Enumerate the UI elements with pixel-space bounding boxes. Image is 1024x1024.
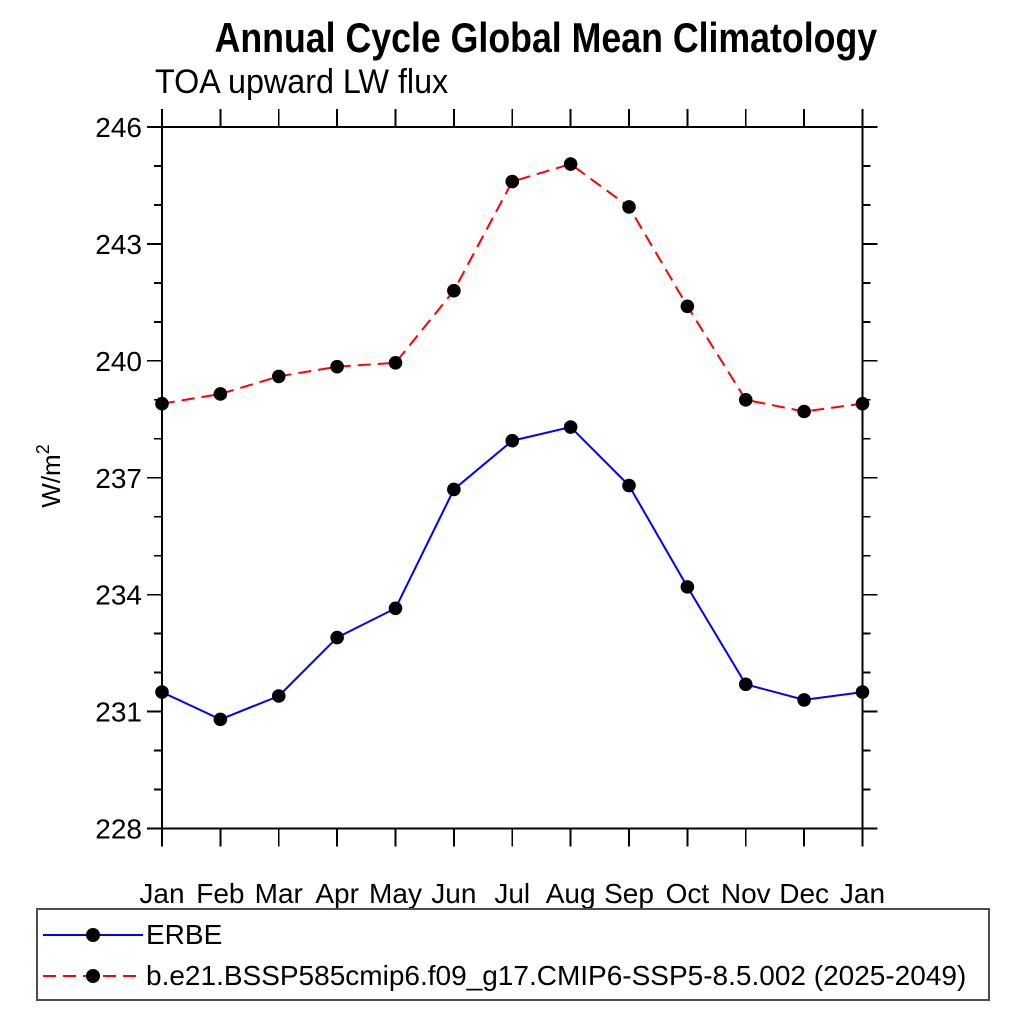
y-axis-tick-label: 234	[95, 580, 142, 611]
data-point-marker	[330, 359, 344, 374]
data-point-marker	[622, 478, 636, 493]
x-axis-tick-label: Jan	[139, 878, 184, 909]
y-axis-tick-label: 237	[95, 463, 142, 494]
data-point-marker	[797, 404, 811, 419]
erbe-line-sample-icon	[43, 928, 143, 942]
data-point-marker	[388, 355, 403, 370]
legend-label-erbe: ERBE	[146, 919, 223, 950]
data-point-marker	[680, 299, 695, 314]
data-point-marker	[738, 393, 753, 407]
data-point-marker	[447, 283, 461, 298]
data-point-marker	[855, 396, 870, 411]
x-axis-tick-label: Aug	[546, 878, 596, 909]
data-point-marker	[330, 630, 344, 645]
legend-item-model: b.e21.BSSP585cmip6.f09_g17.CMIP6-SSP5-8.…	[42, 961, 966, 991]
data-point-marker	[213, 712, 228, 727]
legend-label-model: b.e21.BSSP585cmip6.f09_g17.CMIP6-SSP5-8.…	[146, 960, 967, 991]
plot-area: 228 231 234 237 240 243 246 Jan Feb Mar Apr May Jun J…	[33, 109, 885, 909]
data-point-marker	[155, 396, 169, 411]
y-axis-tick-label: 243	[95, 229, 142, 260]
model-line-sample-icon	[43, 969, 143, 983]
erbe-series-line	[161, 425, 863, 721]
data-point-marker	[738, 677, 753, 692]
data-point-marker	[680, 580, 695, 594]
y-axis-tick-label: 231	[95, 697, 142, 728]
y-axis-tick-label: 240	[95, 346, 142, 377]
data-point-marker	[563, 420, 578, 434]
data-point-marker	[213, 387, 228, 401]
model-series-line	[161, 162, 863, 413]
data-point-marker	[505, 433, 520, 448]
x-axis-tick-label: Dec	[779, 878, 829, 909]
chart-title: Annual Cycle Global Mean Climatology	[214, 14, 878, 61]
x-axis-tick-label: Jul	[494, 878, 530, 909]
y-axis-tick-label: 246	[95, 112, 142, 143]
data-point-marker	[622, 200, 636, 214]
y-axis-tick-label: 228	[95, 814, 142, 845]
x-axis-tick-label: Jun	[431, 878, 476, 909]
x-axis-tick-label: Jan	[840, 878, 885, 909]
legend-item-erbe: ERBE	[42, 920, 222, 950]
chart-subtitle: TOA upward LW flux	[155, 63, 449, 101]
x-axis-tick-label: May	[369, 878, 422, 909]
plot-frame	[161, 126, 864, 830]
data-point-marker	[797, 693, 811, 707]
x-axis-tick-label: Nov	[721, 878, 771, 909]
data-point-marker	[86, 928, 100, 942]
x-axis-tick-label: Apr	[315, 878, 359, 909]
x-axis-tick-label: Oct	[666, 878, 710, 909]
x-axis-tick-label: Mar	[255, 878, 303, 909]
data-point-marker	[86, 969, 100, 983]
data-point-marker	[271, 689, 286, 703]
data-point-marker	[563, 157, 578, 171]
data-point-marker	[505, 174, 520, 189]
legend-box: ERBE b.e21.BSSP585cmip6.f09_g17.CMIP6-SS…	[36, 908, 990, 1001]
data-point-marker	[271, 369, 286, 384]
x-axis-tick-label: Feb	[196, 878, 244, 909]
data-point-marker	[855, 685, 870, 699]
data-point-marker	[155, 685, 169, 699]
data-point-marker	[447, 482, 461, 497]
x-axis-tick-label: Sep	[604, 878, 654, 909]
y-axis-label: W/m2	[33, 444, 66, 507]
data-point-marker	[388, 601, 403, 616]
